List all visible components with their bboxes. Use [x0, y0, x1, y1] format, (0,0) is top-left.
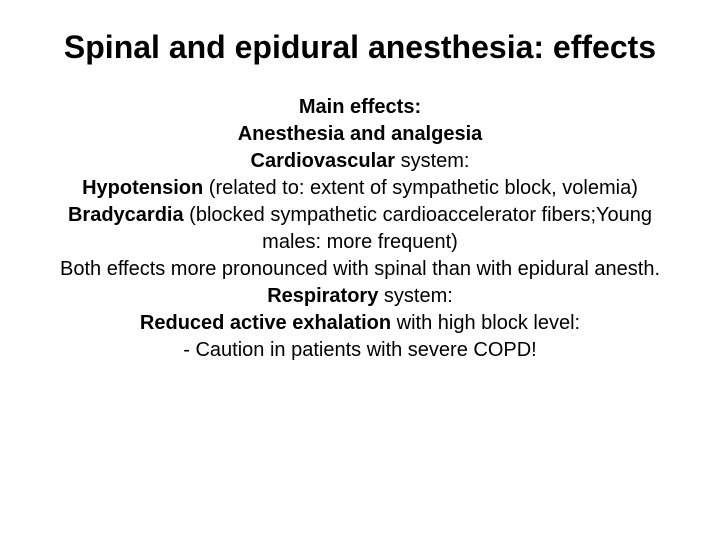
text-run: Hypotension	[82, 177, 203, 199]
slide-body: Main effects: Anesthesia and analgesia Car…	[50, 94, 670, 364]
text-run: with high block level:	[391, 312, 580, 334]
text-run: Both effects more pronounced with spinal…	[60, 258, 660, 280]
text-run: Bradycardia	[68, 204, 184, 226]
text-run: - Caution in patients with severe COPD!	[183, 339, 537, 361]
body-line: Anesthesia and analgesia	[50, 121, 670, 148]
body-line: Bradycardia (blocked sympathetic cardioa…	[50, 202, 670, 256]
body-line: Both effects more pronounced with spinal…	[50, 256, 670, 283]
text-run: system:	[378, 285, 452, 307]
text-run: Reduced active exhalation	[140, 312, 391, 334]
body-line: Respiratory system:	[50, 283, 670, 310]
text-run: system:	[395, 150, 469, 172]
body-line: Hypotension (related to: extent of sympa…	[50, 175, 670, 202]
text-run: (blocked sympathetic cardioaccelerator f…	[184, 204, 652, 253]
body-line: Main effects:	[50, 94, 670, 121]
text-run: Cardiovascular	[251, 150, 396, 172]
body-line: Reduced active exhalation with high bloc…	[50, 310, 670, 337]
text-run: Anesthesia and analgesia	[238, 123, 483, 145]
slide-title: Spinal and epidural anesthesia: effects	[50, 28, 670, 66]
body-line: Cardiovascular system:	[50, 148, 670, 175]
text-run: Main effects:	[299, 96, 421, 118]
body-line: - Caution in patients with severe COPD!	[50, 337, 670, 364]
text-run: Respiratory	[267, 285, 378, 307]
text-run: (related to: extent of sympathetic block…	[203, 177, 638, 199]
